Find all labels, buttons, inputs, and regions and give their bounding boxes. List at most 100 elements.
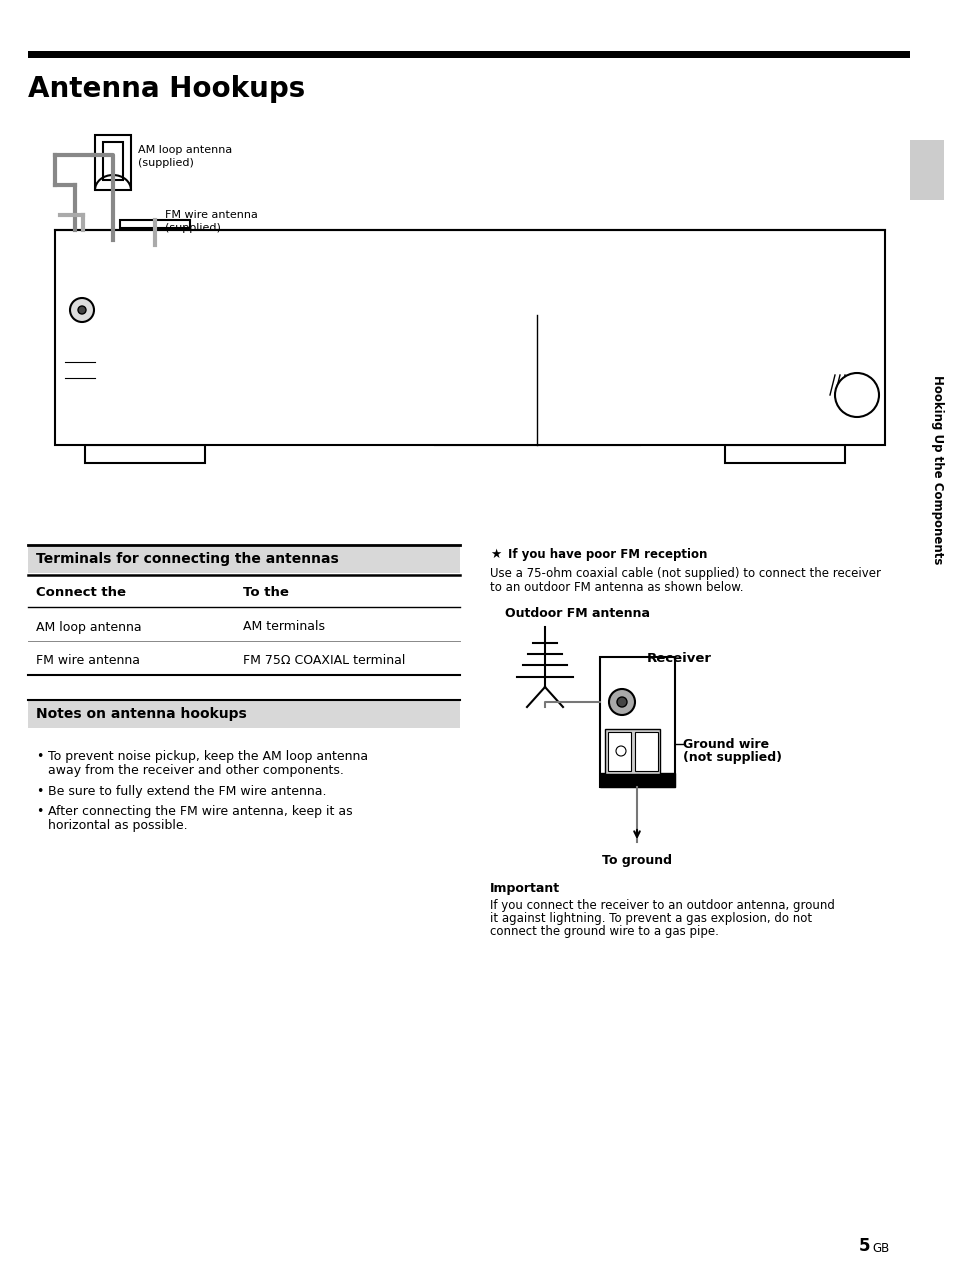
Circle shape <box>369 420 376 429</box>
Circle shape <box>61 420 69 429</box>
Text: If you have poor FM reception: If you have poor FM reception <box>507 548 706 561</box>
Bar <box>170 270 230 361</box>
Text: it against lightning. To prevent a gas explosion, do not: it against lightning. To prevent a gas e… <box>490 912 811 925</box>
Bar <box>28 699 459 727</box>
Text: FM 75Ω COAXIAL terminal: FM 75Ω COAXIAL terminal <box>243 655 405 668</box>
Bar <box>599 773 675 787</box>
Text: (supplied): (supplied) <box>138 158 193 168</box>
Circle shape <box>424 401 433 409</box>
Circle shape <box>329 273 353 297</box>
Circle shape <box>391 415 411 434</box>
Circle shape <box>396 420 405 429</box>
Circle shape <box>418 395 438 415</box>
Circle shape <box>249 304 273 329</box>
Bar <box>450 310 477 420</box>
Circle shape <box>188 273 212 297</box>
Bar <box>682 282 781 341</box>
Circle shape <box>834 373 878 417</box>
Circle shape <box>335 415 355 434</box>
Bar <box>178 285 198 304</box>
Bar <box>513 397 536 418</box>
Circle shape <box>289 273 313 297</box>
Text: If you connect the receiver to an outdoor antenna, ground: If you connect the receiver to an outdoo… <box>490 899 834 912</box>
Circle shape <box>249 338 273 361</box>
Bar <box>448 397 471 418</box>
Bar <box>724 445 844 462</box>
Circle shape <box>285 420 293 429</box>
Circle shape <box>289 304 313 329</box>
Circle shape <box>89 401 97 409</box>
Circle shape <box>167 415 187 434</box>
Text: Outdoor FM antenna: Outdoor FM antenna <box>504 606 649 620</box>
Bar <box>675 270 789 350</box>
Text: Use a 75-ohm coaxial cable (not supplied) to connect the receiver: Use a 75-ohm coaxial cable (not supplied… <box>490 567 880 580</box>
Circle shape <box>70 298 94 322</box>
Text: (supplied): (supplied) <box>165 223 221 233</box>
Bar <box>603 397 626 418</box>
Circle shape <box>249 273 273 297</box>
Circle shape <box>194 415 214 434</box>
Bar <box>474 397 497 418</box>
Circle shape <box>55 415 75 434</box>
Bar <box>55 231 884 445</box>
Bar <box>170 348 230 361</box>
Text: Hooking Up the Components: Hooking Up the Components <box>930 376 943 564</box>
Circle shape <box>223 415 243 434</box>
Circle shape <box>117 420 125 429</box>
Bar <box>538 397 561 418</box>
Bar <box>604 729 659 775</box>
Text: Terminals for connecting the antennas: Terminals for connecting the antennas <box>36 552 338 566</box>
Circle shape <box>139 395 159 415</box>
Bar <box>202 285 222 304</box>
Bar <box>60 234 150 440</box>
Circle shape <box>117 401 125 409</box>
Bar <box>607 733 630 771</box>
Circle shape <box>223 395 243 415</box>
Circle shape <box>285 401 293 409</box>
Circle shape <box>111 395 131 415</box>
Bar <box>448 338 471 358</box>
Bar <box>578 316 600 336</box>
Text: Ground wire: Ground wire <box>682 738 768 750</box>
Circle shape <box>55 395 75 415</box>
Circle shape <box>617 697 626 707</box>
Bar <box>578 338 600 358</box>
Text: FM wire antenna: FM wire antenna <box>165 210 257 220</box>
Text: AM terminals: AM terminals <box>243 620 325 633</box>
Circle shape <box>229 420 236 429</box>
Bar <box>285 255 316 280</box>
Bar <box>28 51 909 59</box>
Bar <box>513 316 536 336</box>
Circle shape <box>608 689 635 715</box>
Bar <box>732 282 754 290</box>
Text: ★: ★ <box>490 548 500 561</box>
Text: Be sure to fully extend the FM wire antenna.: Be sure to fully extend the FM wire ante… <box>48 785 326 798</box>
Circle shape <box>678 320 687 330</box>
Bar <box>474 338 497 358</box>
Circle shape <box>329 304 353 329</box>
Bar <box>444 330 499 378</box>
Bar <box>578 397 600 418</box>
Bar <box>245 255 276 280</box>
Bar <box>695 282 717 290</box>
Bar <box>405 255 436 410</box>
Text: horizontal as possible.: horizontal as possible. <box>48 819 188 832</box>
Circle shape <box>450 355 477 383</box>
Circle shape <box>278 415 298 434</box>
Circle shape <box>335 395 355 415</box>
Circle shape <box>78 306 86 313</box>
Bar <box>103 141 123 180</box>
Bar <box>65 345 95 395</box>
Bar <box>513 376 536 396</box>
Text: FM wire antenna: FM wire antenna <box>36 655 140 668</box>
Bar <box>448 316 471 336</box>
Bar <box>245 255 276 410</box>
Circle shape <box>363 395 382 415</box>
Circle shape <box>313 401 320 409</box>
Circle shape <box>391 395 411 415</box>
Circle shape <box>363 415 382 434</box>
Bar <box>603 338 626 358</box>
Bar <box>437 318 637 442</box>
Bar <box>405 255 436 280</box>
Circle shape <box>369 338 393 361</box>
